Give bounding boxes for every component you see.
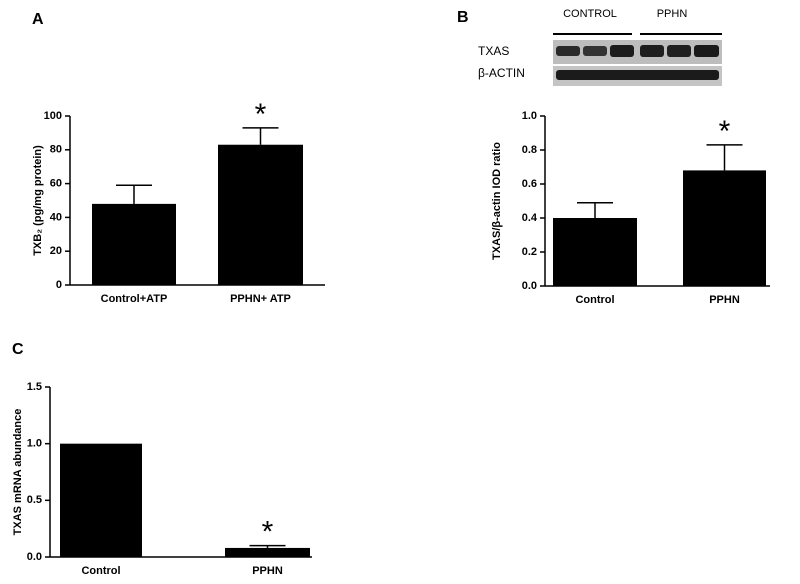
bar	[553, 218, 637, 286]
significance-marker: *	[719, 115, 731, 148]
y-tick-label: 0	[56, 279, 62, 291]
y-tick-label: 80	[50, 144, 62, 156]
y-tick-label: 0.0	[27, 551, 42, 563]
x-tick-label: Control	[575, 294, 614, 306]
blot-row-label: TXAS	[478, 44, 509, 58]
blot-group-label: PPHN	[657, 8, 688, 20]
bar	[218, 144, 303, 285]
y-axis-label: TXAS mRNA abundance	[12, 409, 24, 536]
x-tick-label: Control	[81, 565, 120, 577]
y-tick-label: 0.6	[522, 178, 537, 190]
y-tick-label: 1.5	[27, 381, 42, 393]
x-tick-label: PPHN	[709, 294, 740, 306]
y-tick-label: 1.0	[522, 110, 537, 122]
bar	[60, 443, 142, 557]
y-tick-label: 0.0	[522, 280, 537, 292]
y-tick-label: 0.2	[522, 246, 537, 258]
panel-label: A	[32, 11, 44, 28]
bar	[225, 547, 310, 557]
y-tick-label: 20	[50, 245, 62, 257]
significance-marker: *	[255, 98, 267, 131]
y-tick-label: 0.4	[522, 212, 538, 224]
y-axis-label: TXB₂ (pg/mg protein)	[32, 145, 44, 256]
significance-marker: *	[262, 516, 274, 549]
y-tick-label: 0.8	[522, 144, 537, 156]
x-tick-label: PPHN	[252, 565, 283, 577]
x-tick-label: PPHN+ ATP	[230, 293, 291, 305]
blot-image	[553, 33, 722, 86]
y-tick-label: 0.5	[27, 494, 42, 506]
blot-row-label: β-ACTIN	[478, 66, 525, 80]
panel-label: B	[457, 9, 469, 26]
blot-group-label: CONTROL	[563, 8, 617, 20]
y-tick-label: 100	[44, 110, 62, 122]
x-tick-label: Control+ATP	[101, 293, 168, 305]
y-tick-label: 60	[50, 178, 62, 190]
bar	[92, 203, 176, 285]
panel-label: C	[12, 341, 24, 358]
bar	[683, 170, 766, 286]
y-tick-label: 1.0	[27, 438, 42, 450]
y-tick-label: 40	[50, 211, 62, 223]
y-axis-label: TXAS/β-actin IOD ratio	[491, 142, 503, 260]
